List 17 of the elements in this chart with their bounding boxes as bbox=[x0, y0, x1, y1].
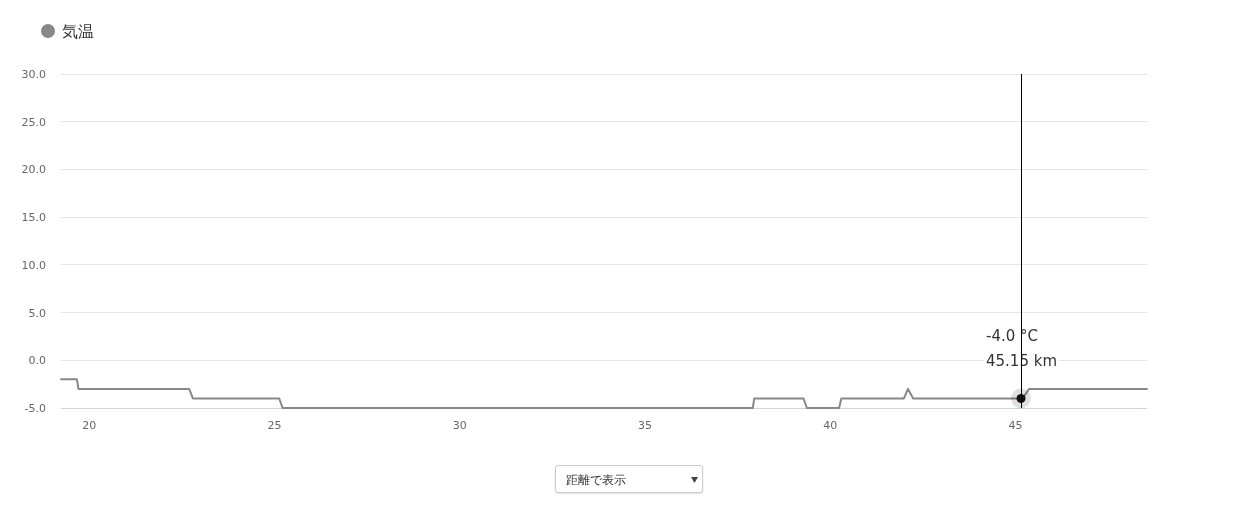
x-tick-label: 25 bbox=[267, 419, 282, 432]
y-tick-label: 30.0 bbox=[21, 68, 46, 81]
y-tick-label: 10.0 bbox=[21, 258, 46, 272]
y-tick-label: 25.0 bbox=[21, 115, 46, 129]
x-tick-label: 35 bbox=[637, 419, 652, 432]
y-tick-label: -5.0 bbox=[24, 402, 46, 415]
legend-label: 気温 bbox=[62, 22, 94, 41]
y-tick-label: 5.0 bbox=[28, 306, 46, 320]
x-tick-label: 45 bbox=[1008, 419, 1023, 432]
text: 距離で表示 bbox=[566, 472, 626, 489]
x-tick-label: 40 bbox=[823, 419, 838, 432]
legend-item: 気温 bbox=[41, 22, 94, 41]
x-tick-label: 20 bbox=[82, 419, 97, 432]
y-tick-label: 20.0 bbox=[21, 163, 46, 177]
y-tick-label: 15.0 bbox=[21, 211, 46, 225]
y-tick-label: 0.0 bbox=[28, 354, 46, 368]
x-tick-label: 30 bbox=[452, 419, 467, 432]
